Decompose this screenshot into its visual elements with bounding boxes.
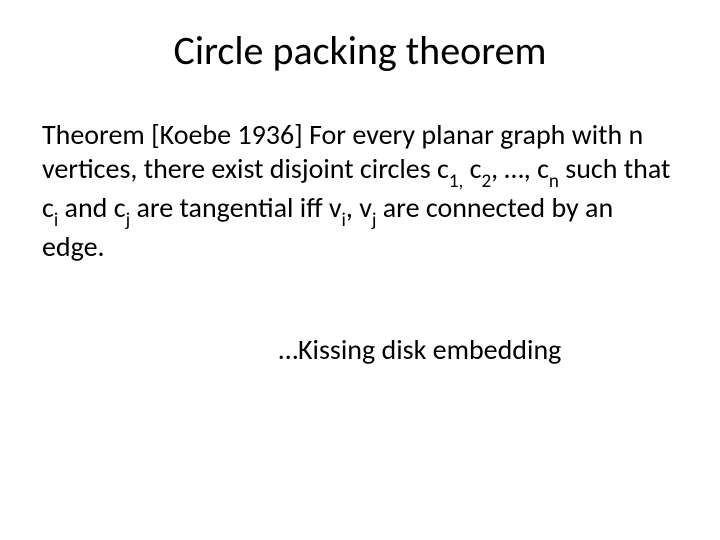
kissing-note: …Kissing disk embedding <box>0 332 720 367</box>
theorem-body: Theorem [Koebe 1936] For every planar gr… <box>42 118 672 264</box>
theorem-s2: 2 <box>481 170 491 193</box>
theorem-t7: , v <box>346 190 372 225</box>
theorem-t3: , …, c <box>491 151 549 186</box>
theorem-s7: j <box>372 209 377 232</box>
slide-title: Circle packing theorem <box>0 26 720 75</box>
theorem-s6: i <box>342 209 346 232</box>
theorem-t5: and c <box>58 190 125 225</box>
theorem-t2: c <box>463 151 481 186</box>
theorem-t6: are tangential iff v <box>130 190 341 225</box>
slide: Circle packing theorem Theorem [Koebe 19… <box>0 0 720 540</box>
theorem-s1: 1, <box>449 170 463 193</box>
theorem-s4: i <box>54 209 58 232</box>
theorem-s3: n <box>549 170 559 193</box>
theorem-s5: j <box>126 209 131 232</box>
theorem-lead: Theorem [Koebe 1936] <box>42 117 309 152</box>
